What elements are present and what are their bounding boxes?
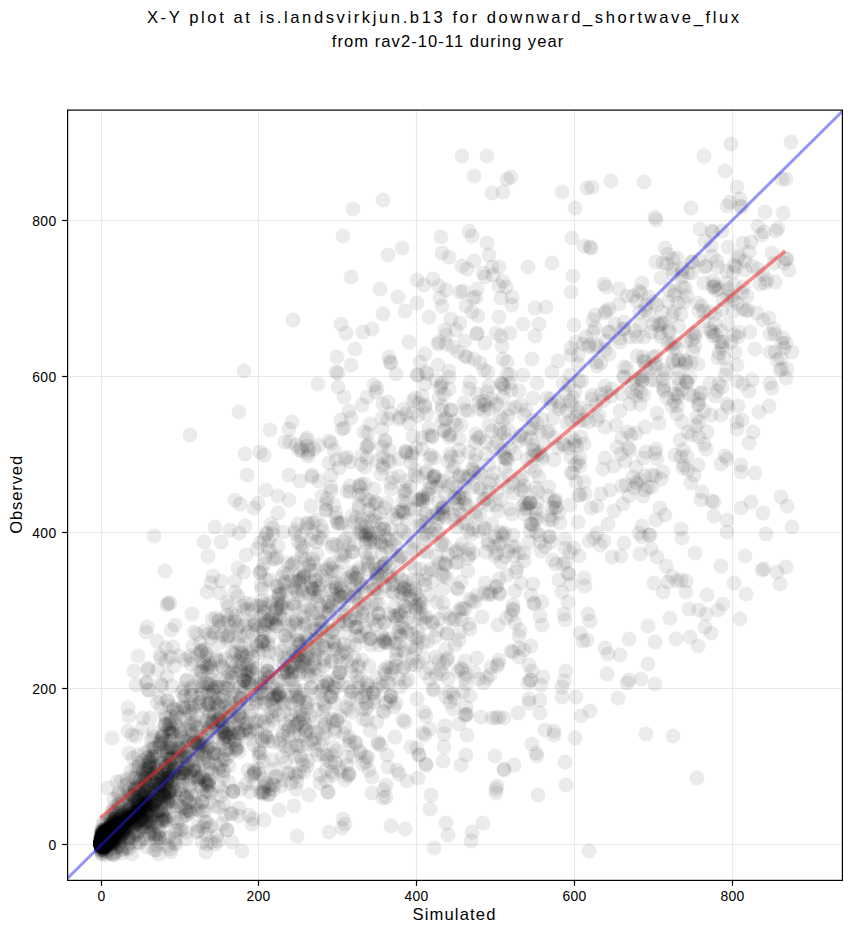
svg-text:X-Y plot at is.landsvirkjun.b1: X-Y plot at is.landsvirkjun.b13 for down… bbox=[147, 8, 742, 27]
svg-text:800: 800 bbox=[720, 888, 744, 904]
svg-text:600: 600 bbox=[562, 888, 586, 904]
svg-text:200: 200 bbox=[32, 681, 56, 697]
svg-text:Simulated: Simulated bbox=[412, 905, 496, 924]
svg-text:200: 200 bbox=[246, 888, 270, 904]
svg-text:0: 0 bbox=[48, 837, 56, 853]
svg-text:400: 400 bbox=[32, 525, 56, 541]
svg-text:Observed: Observed bbox=[7, 455, 26, 534]
svg-text:600: 600 bbox=[32, 369, 56, 385]
svg-text:from rav2-10-11 during year: from rav2-10-11 during year bbox=[332, 32, 565, 51]
svg-text:800: 800 bbox=[32, 213, 56, 229]
svg-text:400: 400 bbox=[404, 888, 428, 904]
svg-text:0: 0 bbox=[97, 888, 105, 904]
